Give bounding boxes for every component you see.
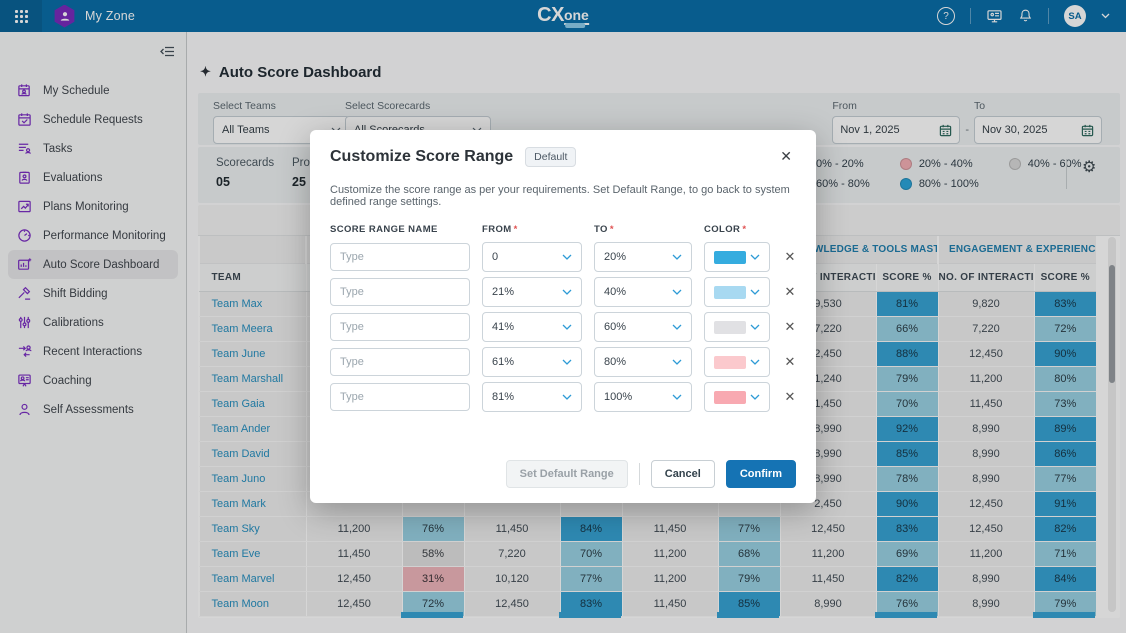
score-range-row-2: 21% 40% ✕ bbox=[330, 277, 796, 307]
to-select[interactable]: 20% bbox=[594, 242, 692, 272]
chevron-down-icon bbox=[672, 289, 682, 295]
from-select[interactable]: 81% bbox=[482, 382, 582, 412]
dialog-description: Customize the score range as per your re… bbox=[330, 184, 796, 208]
color-swatch bbox=[714, 321, 746, 334]
close-icon[interactable]: ✕ bbox=[776, 146, 796, 167]
chevron-down-icon bbox=[750, 324, 760, 330]
col-to: TO* bbox=[594, 224, 692, 235]
chevron-down-icon bbox=[750, 289, 760, 295]
score-range-row-1: 0 20% ✕ bbox=[330, 242, 796, 272]
color-swatch bbox=[714, 391, 746, 404]
chevron-down-icon bbox=[562, 324, 572, 330]
set-default-range-button[interactable]: Set Default Range bbox=[506, 460, 628, 488]
remove-row-icon[interactable]: ✕ bbox=[782, 284, 798, 300]
chevron-down-icon bbox=[562, 289, 572, 295]
range-name-input[interactable] bbox=[330, 348, 470, 376]
col-from: FROM* bbox=[482, 224, 582, 235]
chevron-down-icon bbox=[672, 394, 682, 400]
range-name-input[interactable] bbox=[330, 278, 470, 306]
remove-row-icon[interactable]: ✕ bbox=[782, 249, 798, 265]
score-range-row-3: 41% 60% ✕ bbox=[330, 312, 796, 342]
col-color: COLOR* bbox=[704, 224, 770, 235]
chevron-down-icon bbox=[750, 394, 760, 400]
score-range-row-5: 81% 100% ✕ bbox=[330, 382, 796, 412]
chevron-down-icon bbox=[750, 359, 760, 365]
color-swatch bbox=[714, 356, 746, 369]
range-name-input[interactable] bbox=[330, 313, 470, 341]
from-select[interactable]: 61% bbox=[482, 347, 582, 377]
confirm-button[interactable]: Confirm bbox=[726, 460, 796, 488]
to-select[interactable]: 60% bbox=[594, 312, 692, 342]
default-badge: Default bbox=[525, 147, 576, 167]
remove-row-icon[interactable]: ✕ bbox=[782, 354, 798, 370]
cancel-button[interactable]: Cancel bbox=[651, 460, 715, 488]
customize-score-range-dialog: Customize Score Range Default ✕ Customiz… bbox=[310, 130, 816, 503]
from-select[interactable]: 41% bbox=[482, 312, 582, 342]
from-select[interactable]: 21% bbox=[482, 277, 582, 307]
remove-row-icon[interactable]: ✕ bbox=[782, 389, 798, 405]
color-select[interactable] bbox=[704, 382, 770, 412]
chevron-down-icon bbox=[672, 359, 682, 365]
color-select[interactable] bbox=[704, 277, 770, 307]
color-select[interactable] bbox=[704, 312, 770, 342]
chevron-down-icon bbox=[562, 394, 572, 400]
range-name-input[interactable] bbox=[330, 243, 470, 271]
to-select[interactable]: 80% bbox=[594, 347, 692, 377]
chevron-down-icon bbox=[562, 359, 572, 365]
to-select[interactable]: 100% bbox=[594, 382, 692, 412]
color-swatch bbox=[714, 251, 746, 264]
color-select[interactable] bbox=[704, 242, 770, 272]
col-score-range-name: SCORE RANGE NAME bbox=[330, 224, 470, 235]
chevron-down-icon bbox=[672, 324, 682, 330]
score-range-row-4: 61% 80% ✕ bbox=[330, 347, 796, 377]
chevron-down-icon bbox=[672, 254, 682, 260]
chevron-down-icon bbox=[750, 254, 760, 260]
color-swatch bbox=[714, 286, 746, 299]
from-select[interactable]: 0 bbox=[482, 242, 582, 272]
dialog-title: Customize Score Range bbox=[330, 148, 513, 166]
color-select[interactable] bbox=[704, 347, 770, 377]
range-name-input[interactable] bbox=[330, 383, 470, 411]
chevron-down-icon bbox=[562, 254, 572, 260]
remove-row-icon[interactable]: ✕ bbox=[782, 319, 798, 335]
to-select[interactable]: 40% bbox=[594, 277, 692, 307]
